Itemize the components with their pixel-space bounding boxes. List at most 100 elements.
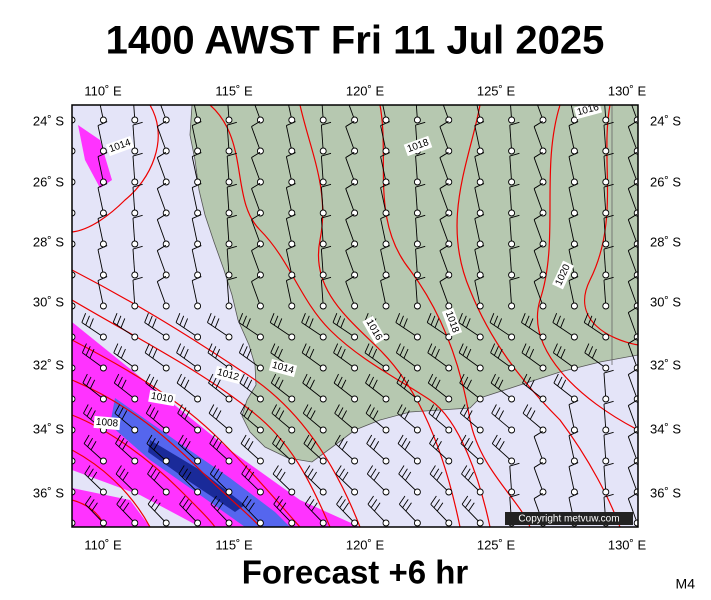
wind-barb (461, 465, 484, 496)
barb-feather (560, 348, 566, 359)
barb-station (194, 519, 202, 527)
barb-feather (53, 465, 58, 473)
barb-staff (509, 218, 513, 245)
barb-feather (397, 404, 403, 414)
wind-barb (439, 182, 453, 217)
wind-barb (508, 105, 516, 124)
copyright-box (505, 512, 633, 525)
barb-feather (430, 495, 437, 505)
barb-station (131, 488, 139, 496)
barb-feather (175, 313, 181, 323)
barb-station (602, 178, 610, 186)
barb-station (225, 395, 233, 403)
barb-feather (279, 441, 285, 451)
barb-feather (115, 434, 121, 444)
barb-staff (474, 187, 481, 214)
barb-feather (429, 434, 435, 444)
wind-barb (627, 244, 638, 279)
barb-staff (99, 105, 104, 121)
wind-barb (251, 213, 264, 248)
land (189, 105, 638, 463)
wind-barb (552, 313, 578, 341)
barb-feather (310, 471, 317, 481)
barb-feather (147, 465, 154, 475)
barb-feather (176, 343, 182, 353)
barb-feather (380, 121, 390, 126)
barb-station (633, 116, 638, 124)
barb-feather (321, 121, 332, 126)
barb-station (162, 457, 170, 465)
barb-feather (509, 183, 520, 188)
barb-staff (603, 404, 607, 431)
wind-barb (225, 121, 237, 155)
barb-station (351, 364, 359, 372)
barb-staff (415, 249, 418, 276)
barb-staff (509, 125, 513, 152)
wind-barb (177, 404, 202, 434)
barb-feather (400, 376, 406, 387)
barb-feather (434, 318, 440, 328)
barb-station (288, 488, 296, 496)
barb-staff (191, 187, 199, 214)
barb-station (319, 488, 327, 496)
wind-barb (319, 121, 332, 155)
isobar-label-box (441, 307, 463, 337)
barb-feather (529, 379, 535, 389)
wind-barb (272, 434, 296, 465)
wind-barb (334, 404, 359, 434)
barb-station (508, 426, 516, 434)
barb-feather (398, 495, 406, 505)
barb-feather (116, 315, 122, 326)
barb-feather (277, 348, 283, 359)
barb-station (288, 519, 296, 527)
barb-staff (72, 398, 73, 399)
barb-feather (59, 380, 63, 389)
barb-feather (429, 465, 436, 475)
barb-staff (603, 280, 607, 307)
barb-station (508, 116, 516, 124)
barb-feather (534, 90, 543, 95)
barb-feather (533, 275, 543, 282)
barb-feather (275, 437, 282, 447)
barb-station (256, 426, 264, 434)
barb-staff (627, 250, 638, 276)
wind-barb (568, 276, 579, 310)
barb-station (225, 271, 233, 279)
wind-barb (365, 373, 390, 403)
barb-feather (498, 379, 504, 389)
wind-barb (319, 152, 332, 186)
barb-feather (122, 441, 128, 451)
barb-feather (272, 434, 278, 444)
barb-feather (302, 404, 309, 414)
barb-station (445, 333, 453, 341)
barb-station (508, 302, 516, 310)
barb-feather (227, 214, 237, 219)
wind-barb (428, 404, 453, 434)
barb-feather (211, 376, 218, 387)
barb-feather (509, 245, 520, 250)
barb-staff (627, 374, 638, 400)
barb-staff (509, 466, 513, 493)
barb-feather (227, 121, 237, 126)
barb-staff (603, 373, 607, 400)
lon-label: 110˚ E (84, 83, 122, 98)
barb-station (633, 395, 638, 403)
wind-barb (177, 434, 202, 465)
barb-station (445, 426, 453, 434)
barb-feather (84, 495, 92, 505)
barb-feather (272, 465, 279, 475)
barb-feather (87, 437, 93, 447)
barb-feather (373, 441, 380, 451)
barb-feather (568, 183, 579, 188)
wind-barb (533, 461, 547, 496)
barb-feather (474, 152, 485, 157)
barb-feather (91, 502, 98, 512)
barb-feather (241, 495, 249, 505)
barb-feather (372, 379, 378, 389)
barb-feather (251, 244, 261, 251)
barb-station (319, 333, 327, 341)
wind-barb (345, 182, 359, 217)
wind-barb (131, 276, 143, 310)
barb-staff (132, 218, 136, 245)
wind-barb (239, 373, 264, 403)
